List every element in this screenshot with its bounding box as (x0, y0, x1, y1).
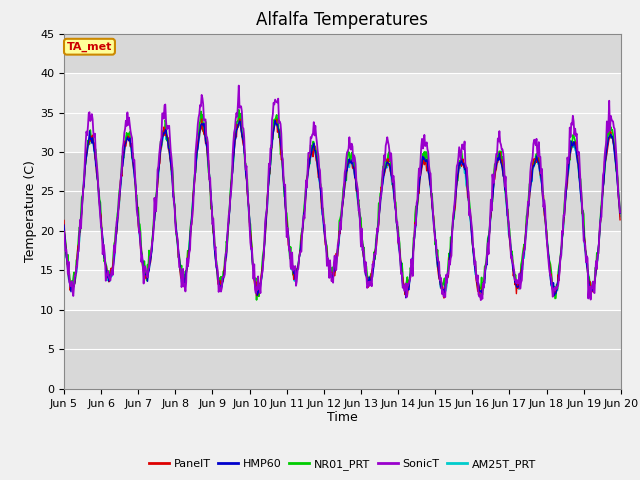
Bar (64, 34, 621, 73)
Bar (64, 152, 621, 231)
Text: TA_met: TA_met (67, 42, 112, 52)
Title: Alfalfa Temperatures: Alfalfa Temperatures (257, 11, 428, 29)
Bar (64, 310, 621, 389)
Y-axis label: Temperature (C): Temperature (C) (24, 160, 37, 262)
Bar (64, 73, 621, 152)
X-axis label: Time: Time (327, 411, 358, 424)
Bar (64, 231, 621, 310)
Legend: PanelT, HMP60, NR01_PRT, SonicT, AM25T_PRT: PanelT, HMP60, NR01_PRT, SonicT, AM25T_P… (145, 455, 540, 475)
